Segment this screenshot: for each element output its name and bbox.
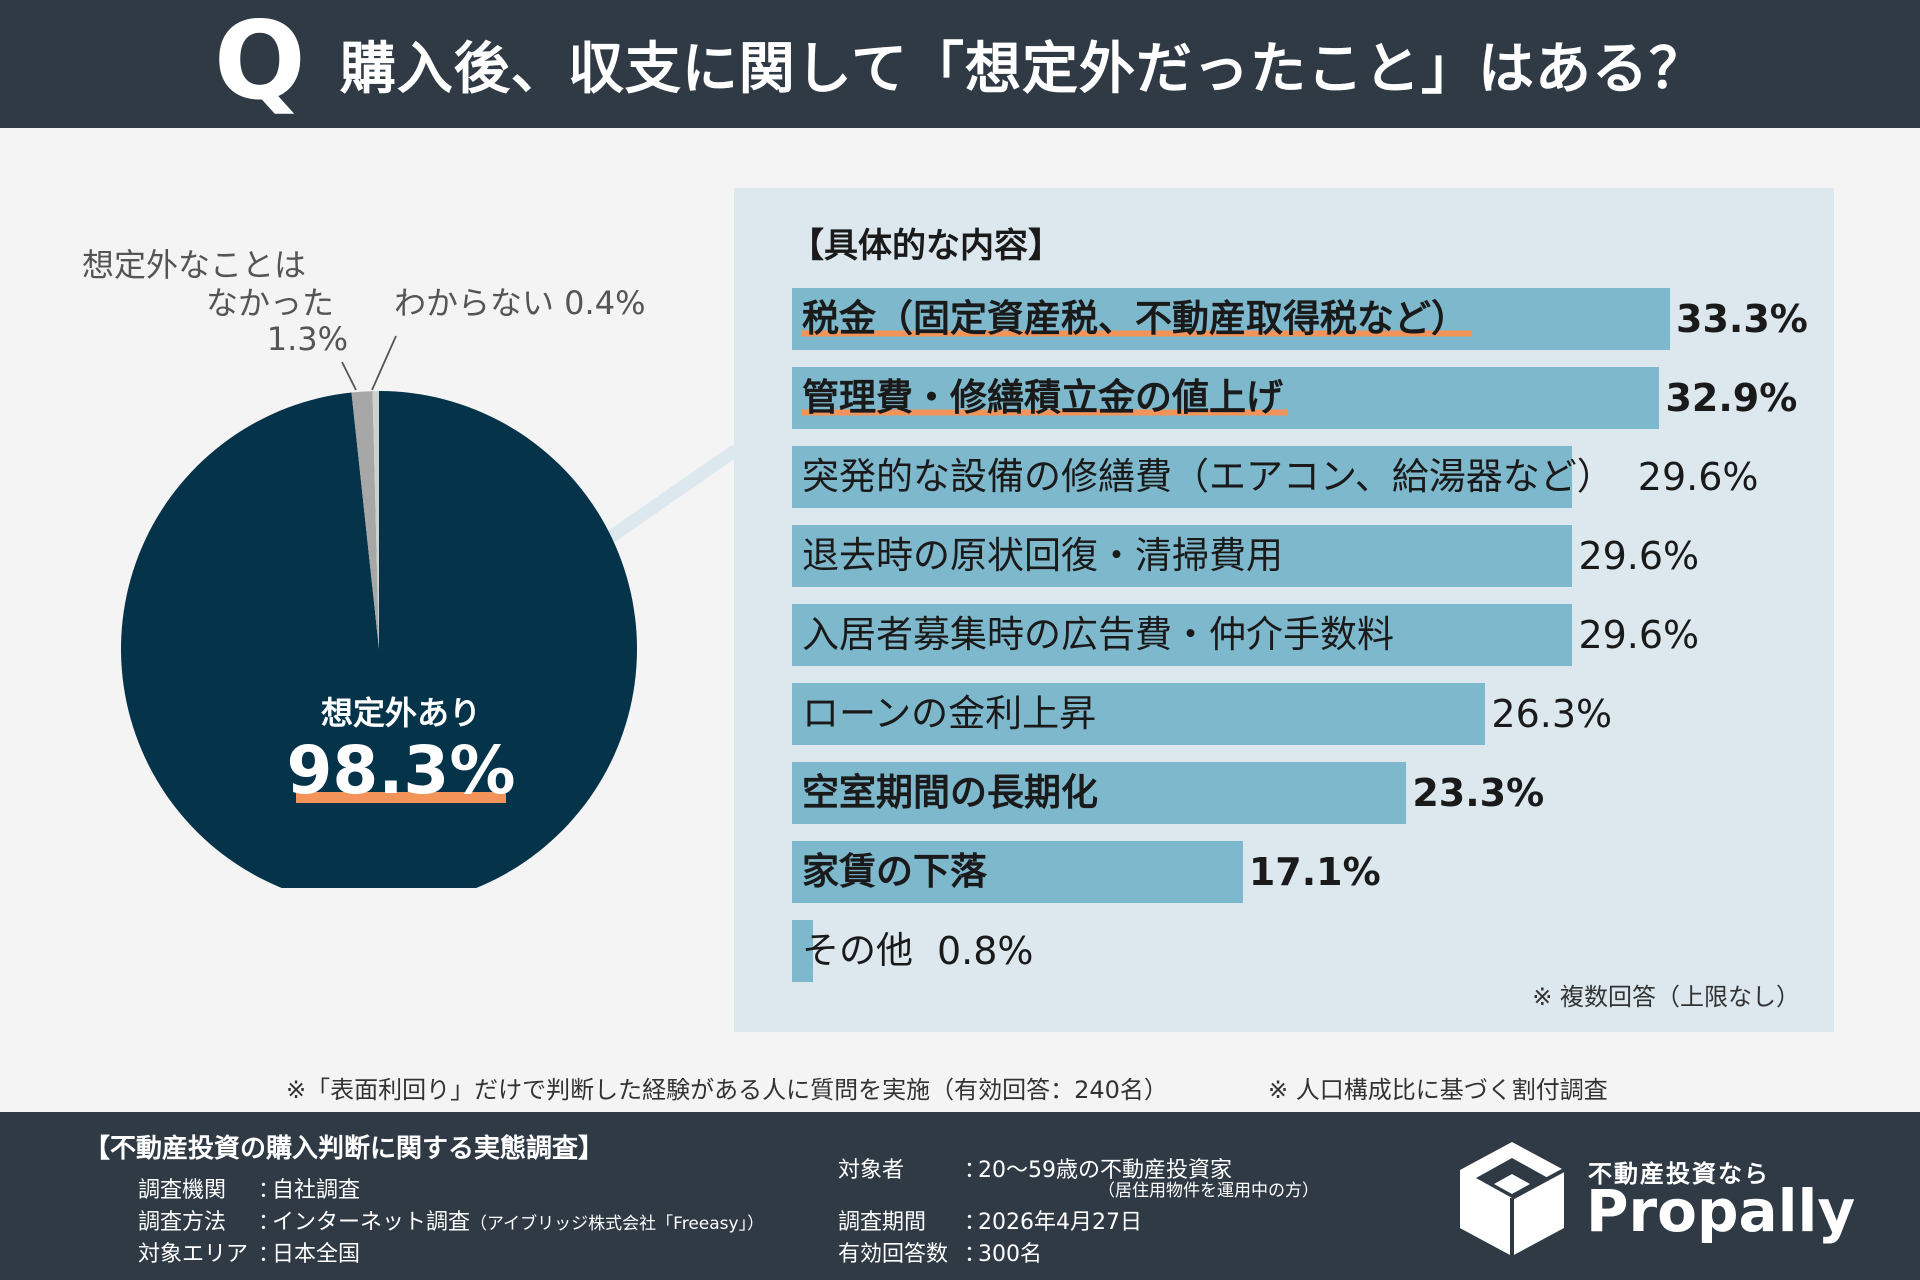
pie-label-none-line1: 想定外なことは [82, 246, 306, 284]
pie-main-label: 想定外あり [321, 694, 481, 732]
bar-value-label: 29.6% [1637, 455, 1759, 499]
pie-slice-unknown [372, 391, 379, 649]
brand-tagline: 不動産投資なら [1588, 1160, 1770, 1188]
bar-fill [792, 841, 1243, 903]
details-title: 【具体的な内容】 [790, 226, 1062, 266]
bar-row: 空室期間の長期化 23.3% [792, 762, 1792, 824]
pie-chart: 想定外なことは なかった 1.3% わからない 0.4% . 想定外あり 98.… [82, 246, 734, 888]
pie-label-unknown: わからない 0.4% [394, 284, 645, 322]
leader-line-none [341, 361, 357, 391]
bar-row: ローンの金利上昇 26.3% [792, 683, 1792, 745]
bar-fill [792, 604, 1573, 666]
meta-target: 対象者 ：20～59歳の不動産投資家 [838, 1158, 1232, 1183]
pie-value-underline [296, 792, 506, 803]
bar-row: 突発的な設備の修繕費（エアコン、給湯器など） 29.6% [792, 446, 1792, 508]
bar-label: 突発的な設備の修繕費（エアコン、給湯器など） [802, 455, 1614, 498]
survey-title: 【不動産投資の購入判断に関する実態調査】 [84, 1134, 605, 1164]
q-mark: Q [213, 0, 306, 124]
bar-value-label: 29.6% [1578, 613, 1700, 657]
bar-fill [792, 525, 1573, 587]
bar-label: その他 [802, 929, 913, 972]
meta-period: 調査期間 ：2026年4月27日 [838, 1210, 1142, 1235]
bar-label: 家賃の下落 [802, 850, 987, 893]
bar-label: 空室期間の長期化 [802, 771, 1098, 814]
bar-label: ローンの金利上昇 [802, 692, 1097, 735]
page-title: 購入後、収支に関して「想定外だったこと」はある？ [339, 36, 1707, 102]
bar-row: 税金（固定資産税、不動産取得税など） 33.3% [792, 288, 1808, 350]
propally-logo-icon [1460, 1142, 1565, 1256]
footnote-right: ※ 人口構成比に基づく割付調査 [1268, 1076, 1608, 1104]
bar-value-label: 17.1% [1248, 850, 1381, 894]
pie-main-value: 98.3% [287, 732, 516, 809]
meta-method: 調査方法 ：インターネット調査（アイブリッジ株式会社「Freeasy」） [138, 1210, 765, 1235]
bar-value-label: 29.6% [1578, 534, 1700, 578]
meta-agency: 調査機関 ：自社調査 [138, 1178, 361, 1203]
bar-fill [792, 446, 1573, 508]
pie-label-none-line2: なかった [206, 284, 334, 322]
bar-label: 入居者募集時の広告費・仲介手数料 [802, 613, 1394, 656]
details-panel: 【具体的な内容】 税金（固定資産税、不動産取得税など） 33.3% 管理費・修繕積立… [734, 188, 1834, 1032]
bar-row: 家賃の下落 17.1% [792, 841, 1792, 903]
bar-fill [792, 762, 1407, 824]
bar-value-label: 33.3% [1676, 297, 1808, 341]
meta-target-sub: （居住用物件を運用中の方） [1098, 1181, 1319, 1201]
meta-area: 対象エリア ：日本全国 [138, 1242, 361, 1267]
brand-name: Propally [1586, 1177, 1856, 1245]
pie-slice-none [351, 391, 379, 649]
bar-row: 入居者募集時の広告費・仲介手数料 29.6% [792, 604, 1792, 666]
header-bar: Q 購入後、収支に関して「想定外だったこと」はある？ [0, 0, 1920, 128]
bar-fill [792, 683, 1486, 745]
bar-value-label: 23.3% [1412, 771, 1545, 815]
bar-value-label: 0.8% [937, 929, 1034, 973]
leader-line-unknown [371, 335, 397, 391]
meta-responses: 有効回答数 ：300名 [838, 1242, 1042, 1267]
bar-label: 税金（固定資産税、不動産取得税など） [802, 288, 1472, 350]
bar-value-label: 26.3% [1491, 692, 1613, 736]
pie-slice-main [121, 391, 637, 888]
bar-label: 退去時の原状回復・清掃費用 [802, 534, 1283, 577]
bar-fill [792, 920, 814, 982]
pie-slices [121, 391, 637, 888]
bar-row: その他 0.8% [792, 920, 1792, 982]
bar-label: 管理費・修繕積立金の値上げ [802, 367, 1287, 429]
footer: 【不動産投資の購入判断に関する実態調査】 調査機関 ：自社調査 調査方法 ：インター… [0, 1112, 1920, 1280]
footnote-left: ※「表面利回り」だけで判断した経験がある人に質問を実施（有効回答：240名） [286, 1076, 1168, 1104]
bar-value-label: 32.9% [1665, 376, 1798, 420]
multiple-answer-note: ※ 複数回答（上限なし） [1532, 983, 1800, 1011]
bar-row: 退去時の原状回復・清掃費用 29.6% [792, 525, 1792, 587]
bar-row: 管理費・修繕積立金の値上げ 32.9% [792, 367, 1797, 429]
pie-value-none: 1.3% [267, 320, 348, 358]
